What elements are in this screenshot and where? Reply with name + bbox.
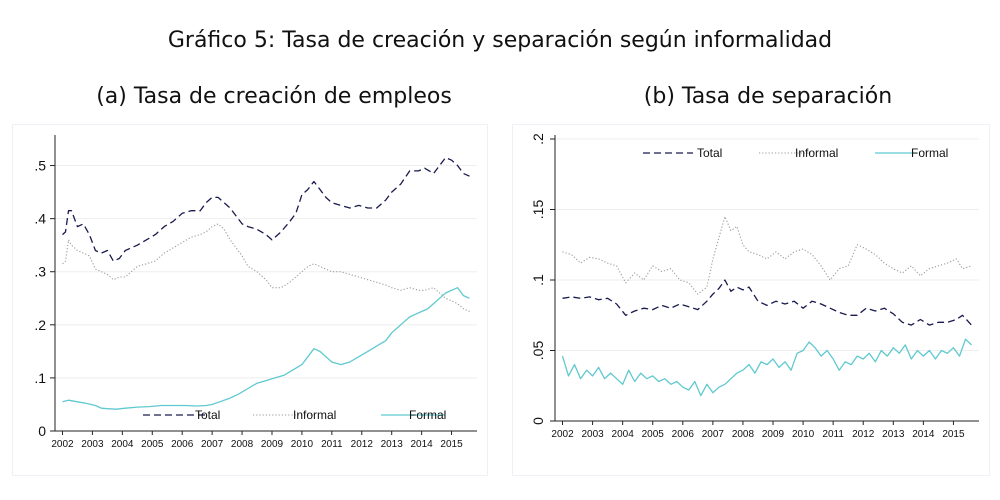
chart-b-xtick-label: 2015: [942, 429, 965, 440]
chart-b-xtick-label: 2010: [792, 429, 815, 440]
chart-a-xtick-label: 2005: [141, 439, 164, 450]
chart-a-series-total-line: [62, 156, 470, 262]
chart-b-series-formal-line: [561, 338, 972, 397]
chart-b-ytick-label: .2: [530, 133, 546, 145]
chart-b-xtick-label: 2004: [612, 429, 635, 440]
chart-a-xtick-label: 2007: [201, 439, 224, 450]
chart-b-xtick-label: 2014: [912, 429, 935, 440]
chart-b-ytick-label: .05: [530, 341, 546, 361]
chart-a-series-informal-line: [62, 223, 470, 313]
chart-b-title: (b) Tasa de separación: [643, 84, 893, 109]
chart-a-xtick-label: 2012: [351, 439, 374, 450]
page-title: Gráfico 5: Tasa de creación y separación…: [167, 28, 833, 53]
chart-a-xtick-label: 2003: [81, 439, 104, 450]
chart-b-legend-label-informal: Informal: [795, 146, 838, 160]
chart-a-ytick-label: .4: [34, 211, 46, 227]
chart-a-legend-label-formal: Formal: [409, 408, 446, 422]
chart-a-panel: 0 .1 .2 .3 .4 .5 2002 2003 2004 2005 2006 2007 2008 2…: [12, 124, 488, 476]
chart-b-ytick-label: .15: [530, 200, 546, 220]
chart-b-xtick-label: 2008: [732, 429, 755, 440]
chart-b-legend-label-total: Total: [697, 146, 722, 160]
chart-b-xtick-label: 2006: [672, 429, 695, 440]
chart-b-xtick-label: 2012: [852, 429, 875, 440]
chart-a-series-formal-line: [62, 287, 470, 410]
chart-a-ytick-label: .3: [34, 264, 46, 280]
chart-b-legend-label-formal: Formal: [911, 146, 948, 160]
chart-a-ytick-label: 0: [38, 423, 46, 439]
chart-b-series-total-line: [562, 279, 972, 326]
chart-a-ytick-label: .5: [34, 158, 46, 174]
chart-b-xtick-label: 2011: [822, 429, 844, 440]
chart-b-xtick-label: 2007: [702, 429, 725, 440]
chart-a-title: (a) Tasa de creación de empleos: [96, 84, 452, 109]
chart-a-legend-label-informal: Informal: [293, 408, 336, 422]
chart-a-xtick-label: 2002: [51, 439, 74, 450]
chart-b-xtick-label: 2013: [882, 429, 905, 440]
chart-b-series-informal-line: [562, 216, 972, 295]
chart-b-xtick-label: 2003: [581, 429, 604, 440]
chart-b: 0 .05 .1 .15 .2 2002 2003 2004 2005 2006 2007 2008 2…: [530, 133, 979, 440]
chart-b-xtick-label: 2005: [642, 429, 665, 440]
chart-a-xtick-label: 2010: [291, 439, 314, 450]
chart-a-ytick-label: .1: [34, 370, 46, 386]
chart-a-ytick-label: .2: [34, 317, 46, 333]
chart-b-ytick-label: .1: [530, 274, 546, 286]
chart-b-xtick-label: 2009: [762, 429, 785, 440]
chart-a-xtick-label: 2009: [261, 439, 284, 450]
chart-a: 0 .1 .2 .3 .4 .5 2002 2003 2004 2005 2006 2007 2008 2…: [34, 135, 477, 450]
chart-a-xtick-label: 2013: [381, 439, 404, 450]
chart-a-xtick-label: 2008: [231, 439, 254, 450]
chart-a-legend-label-total: Total: [195, 408, 220, 422]
chart-b-xtick-label: 2002: [551, 429, 574, 440]
chart-a-xtick-label: 2006: [171, 439, 194, 450]
chart-a-xtick-label: 2015: [440, 439, 463, 450]
chart-b-ytick-label: 0: [530, 417, 546, 425]
chart-b-panel: 0 .05 .1 .15 .2 2002 2003 2004 2005 2006 2007 2008 2…: [512, 124, 990, 476]
chart-a-xtick-label: 2011: [321, 439, 343, 450]
chart-a-xtick-label: 2004: [111, 439, 134, 450]
chart-a-xtick-label: 2014: [411, 439, 434, 450]
